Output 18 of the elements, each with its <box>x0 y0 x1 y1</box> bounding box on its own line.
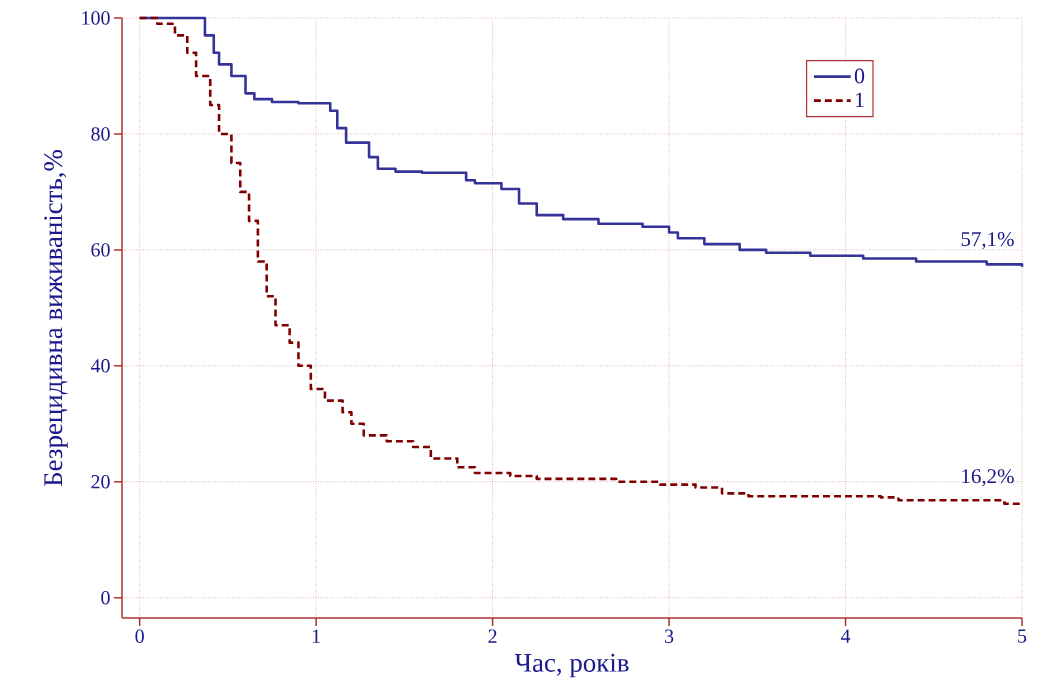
x-tick-label: 4 <box>840 629 851 643</box>
legend-label: 1 <box>855 92 864 108</box>
y-tick-label: 40 <box>90 359 110 373</box>
y-tick-label: 80 <box>91 127 110 141</box>
y-tick-label: 60 <box>91 243 110 257</box>
x-axis-title: Час, років <box>514 653 629 678</box>
annotation: 57,1% <box>961 232 1014 250</box>
annotation: 16,2% <box>962 469 1014 487</box>
x-tick-label: 3 <box>665 629 674 643</box>
x-tick-label: 5 <box>1018 629 1027 643</box>
y-tick-label: 0 <box>101 590 110 605</box>
y-axis-title: Безрецидивна виживаність,% <box>44 150 68 487</box>
y-tick-label: 20 <box>91 475 110 489</box>
x-tick-label: 0 <box>135 629 144 643</box>
x-tick-label: 1 <box>312 629 320 643</box>
legend-label: 0 <box>854 68 865 84</box>
y-tick-label: 100 <box>82 11 110 25</box>
x-tick-label: 2 <box>488 629 497 643</box>
